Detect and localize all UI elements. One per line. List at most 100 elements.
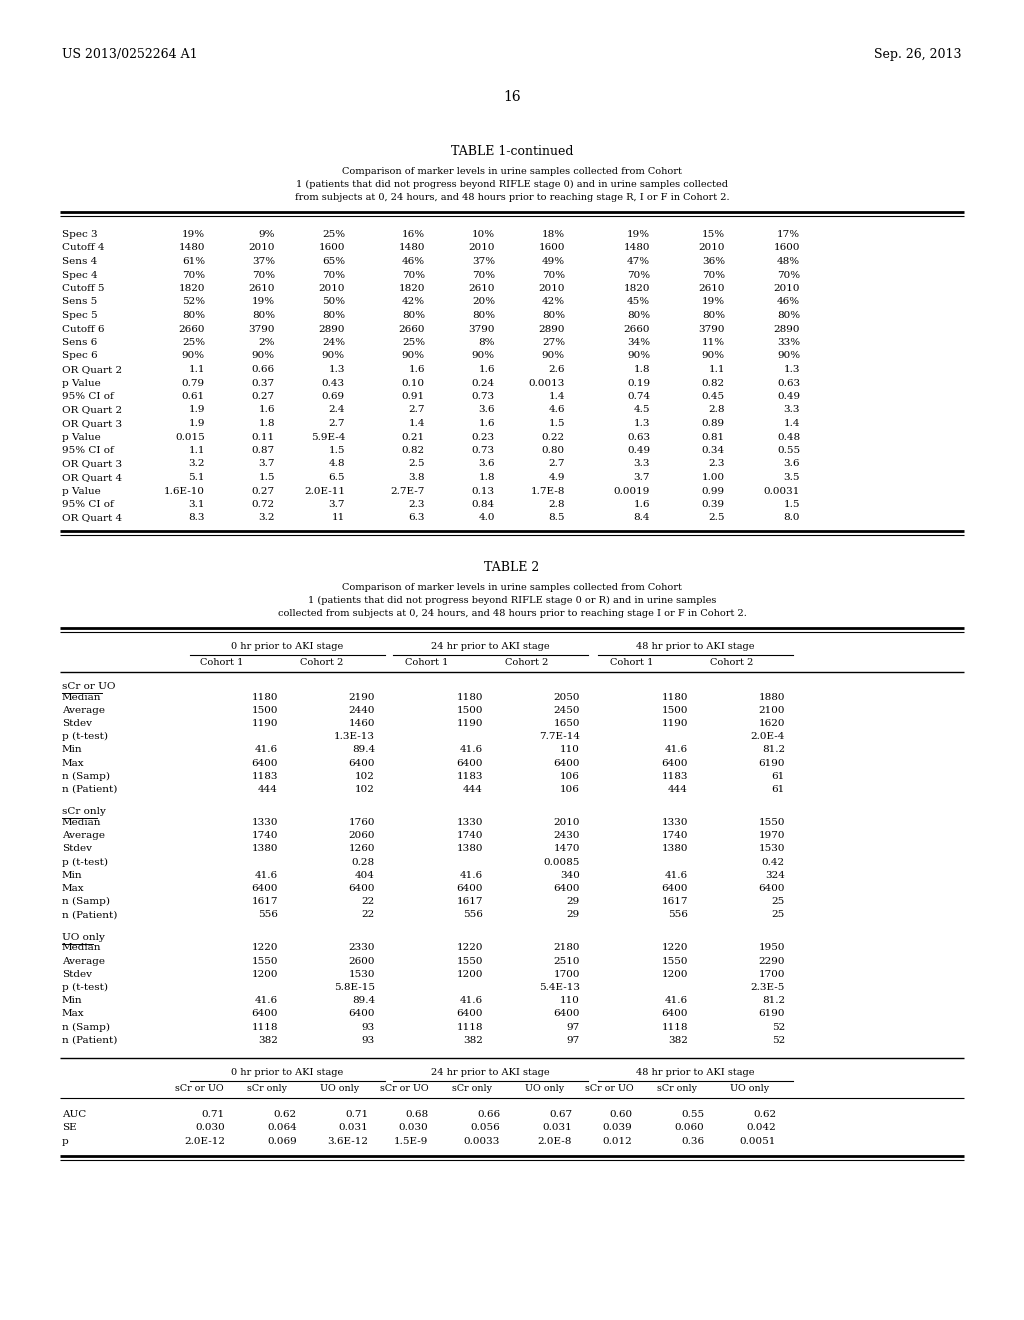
Text: 3.2: 3.2 xyxy=(188,459,205,469)
Text: Sep. 26, 2013: Sep. 26, 2013 xyxy=(874,48,962,61)
Text: 0.49: 0.49 xyxy=(777,392,800,401)
Text: SE: SE xyxy=(62,1123,77,1133)
Text: 8.3: 8.3 xyxy=(188,513,205,523)
Text: 3790: 3790 xyxy=(469,325,495,334)
Text: 37%: 37% xyxy=(472,257,495,267)
Text: 1950: 1950 xyxy=(759,944,785,952)
Text: 70%: 70% xyxy=(322,271,345,280)
Text: 444: 444 xyxy=(258,785,278,793)
Text: 50%: 50% xyxy=(322,297,345,306)
Text: Cutoff 4: Cutoff 4 xyxy=(62,243,104,252)
Text: 25: 25 xyxy=(772,898,785,906)
Text: 1650: 1650 xyxy=(554,719,580,727)
Text: 1617: 1617 xyxy=(252,898,278,906)
Text: 22: 22 xyxy=(361,911,375,919)
Text: 1220: 1220 xyxy=(457,944,483,952)
Text: 46%: 46% xyxy=(401,257,425,267)
Text: 2660: 2660 xyxy=(178,325,205,334)
Text: 1330: 1330 xyxy=(662,818,688,826)
Text: 0.71: 0.71 xyxy=(345,1110,368,1119)
Text: 0.11: 0.11 xyxy=(252,433,275,441)
Text: 6400: 6400 xyxy=(348,884,375,892)
Text: 47%: 47% xyxy=(627,257,650,267)
Text: 1.9: 1.9 xyxy=(188,405,205,414)
Text: 0.056: 0.056 xyxy=(470,1123,500,1133)
Text: p Value: p Value xyxy=(62,487,100,495)
Text: 556: 556 xyxy=(463,911,483,919)
Text: 2.0E-12: 2.0E-12 xyxy=(184,1137,225,1146)
Text: 2330: 2330 xyxy=(348,944,375,952)
Text: 3.6: 3.6 xyxy=(478,405,495,414)
Text: 90%: 90% xyxy=(542,351,565,360)
Text: 6400: 6400 xyxy=(759,884,785,892)
Text: Max: Max xyxy=(62,759,85,767)
Text: Comparison of marker levels in urine samples collected from Cohort: Comparison of marker levels in urine sam… xyxy=(342,583,682,591)
Text: 2.0E-8: 2.0E-8 xyxy=(538,1137,572,1146)
Text: 3.3: 3.3 xyxy=(783,405,800,414)
Text: 1183: 1183 xyxy=(457,772,483,780)
Text: 1.5: 1.5 xyxy=(549,418,565,428)
Text: 19%: 19% xyxy=(701,297,725,306)
Text: 1190: 1190 xyxy=(252,719,278,727)
Text: 41.6: 41.6 xyxy=(255,871,278,879)
Text: 70%: 70% xyxy=(401,271,425,280)
Text: 0.63: 0.63 xyxy=(777,379,800,388)
Text: 93: 93 xyxy=(361,1023,375,1031)
Text: 1 (patients that did not progress beyond RIFLE stage 0 or R) and in urine sample: 1 (patients that did not progress beyond… xyxy=(308,597,716,605)
Text: 0.71: 0.71 xyxy=(202,1110,225,1119)
Text: 1.1: 1.1 xyxy=(188,446,205,455)
Text: sCr or UO: sCr or UO xyxy=(62,682,116,690)
Text: 106: 106 xyxy=(560,772,580,780)
Text: 6400: 6400 xyxy=(252,884,278,892)
Text: 0.13: 0.13 xyxy=(472,487,495,495)
Text: 70%: 70% xyxy=(701,271,725,280)
Text: 1180: 1180 xyxy=(662,693,688,701)
Text: UO only: UO only xyxy=(62,933,104,941)
Text: 0.0013: 0.0013 xyxy=(528,379,565,388)
Text: Median: Median xyxy=(62,944,101,952)
Text: OR Quart 3: OR Quart 3 xyxy=(62,418,122,428)
Text: Stdev: Stdev xyxy=(62,970,92,978)
Text: 0.72: 0.72 xyxy=(252,500,275,510)
Text: 3.7: 3.7 xyxy=(329,500,345,510)
Text: Spec 3: Spec 3 xyxy=(62,230,97,239)
Text: 2010: 2010 xyxy=(539,284,565,293)
Text: 2610: 2610 xyxy=(469,284,495,293)
Text: 6400: 6400 xyxy=(457,759,483,767)
Text: 97: 97 xyxy=(566,1036,580,1044)
Text: 6400: 6400 xyxy=(554,884,580,892)
Text: 89.4: 89.4 xyxy=(352,997,375,1005)
Text: 0.21: 0.21 xyxy=(401,433,425,441)
Text: p (t-test): p (t-test) xyxy=(62,983,108,993)
Text: collected from subjects at 0, 24 hours, and 48 hours prior to reaching stage I o: collected from subjects at 0, 24 hours, … xyxy=(278,609,746,618)
Text: 52%: 52% xyxy=(182,297,205,306)
Text: 0.42: 0.42 xyxy=(762,858,785,866)
Text: 6400: 6400 xyxy=(662,1010,688,1018)
Text: 2.7: 2.7 xyxy=(549,459,565,469)
Text: 0.19: 0.19 xyxy=(627,379,650,388)
Text: 0.48: 0.48 xyxy=(777,433,800,441)
Text: Cohort 1: Cohort 1 xyxy=(406,657,449,667)
Text: 80%: 80% xyxy=(542,312,565,319)
Text: 2010: 2010 xyxy=(469,243,495,252)
Text: 41.6: 41.6 xyxy=(460,871,483,879)
Text: 1700: 1700 xyxy=(759,970,785,978)
Text: 0.68: 0.68 xyxy=(404,1110,428,1119)
Text: n (Samp): n (Samp) xyxy=(62,898,110,907)
Text: Max: Max xyxy=(62,884,85,892)
Text: 1.8: 1.8 xyxy=(634,366,650,374)
Text: p (t-test): p (t-test) xyxy=(62,733,108,742)
Text: 1460: 1460 xyxy=(348,719,375,727)
Text: 1480: 1480 xyxy=(624,243,650,252)
Text: n (Patient): n (Patient) xyxy=(62,1036,118,1044)
Text: 1380: 1380 xyxy=(662,845,688,853)
Text: sCr only: sCr only xyxy=(62,808,105,816)
Text: 1190: 1190 xyxy=(457,719,483,727)
Text: UO only: UO only xyxy=(525,1084,564,1093)
Text: 0.0019: 0.0019 xyxy=(613,487,650,495)
Text: 1820: 1820 xyxy=(398,284,425,293)
Text: 2610: 2610 xyxy=(698,284,725,293)
Text: 1330: 1330 xyxy=(457,818,483,826)
Text: 0.62: 0.62 xyxy=(273,1110,297,1119)
Text: Cutoff 5: Cutoff 5 xyxy=(62,284,104,293)
